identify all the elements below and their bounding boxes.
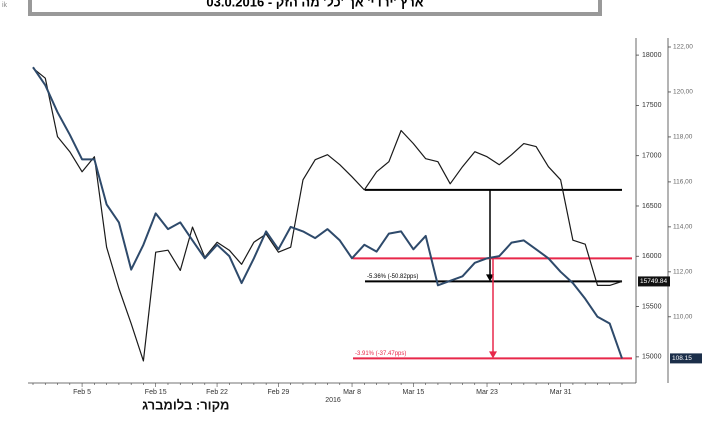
chart-title: ארץ 'ירדי' אך 'כל' מה הזק - 03.0.2016 [206, 0, 423, 9]
x-tick-label: Feb 22 [206, 389, 228, 396]
x-tick-label: Feb 5 [73, 389, 91, 396]
x-tick-label: Feb 29 [268, 389, 290, 396]
y-tick-label: 15500 [642, 303, 662, 310]
y-tick-label: 18000 [642, 52, 662, 59]
source: מקור: בלומברג [142, 397, 229, 412]
y2-tick-label: 114,00 [673, 224, 693, 231]
annotation-label: -5.36% (-50.82pps) [367, 274, 418, 280]
x-tick-label: Mar 15 [402, 389, 424, 396]
x-sublabel: 2016 [325, 397, 341, 404]
x-tick-label: Mar 31 [550, 389, 572, 396]
annotation-label: -3.91% (-37.47pps) [355, 351, 406, 357]
y2-tick-label: 120,00 [673, 89, 693, 96]
corner-text: ik [2, 2, 8, 9]
y-tick-label: 15000 [642, 354, 662, 361]
x-tick-label: Mar 8 [343, 389, 361, 396]
value-label: 108.15 [672, 355, 692, 362]
y2-tick-label: 112,00 [673, 269, 693, 276]
value-label-box [670, 353, 702, 364]
y2-tick-label: 122,00 [673, 44, 693, 51]
y-tick-label: 17500 [642, 102, 662, 109]
y-tick-label: 16500 [642, 203, 662, 210]
arrow-head [489, 351, 497, 359]
y-tick-label: 16000 [642, 253, 662, 260]
x-tick-label: Mar 23 [476, 389, 498, 396]
value-label: 15749.84 [640, 278, 667, 285]
title-box [28, 0, 602, 16]
y2-tick-label: 116,00 [673, 179, 693, 186]
value-label-box [638, 276, 670, 287]
series-line [32, 66, 623, 359]
y2-tick-label: 110,00 [673, 314, 693, 321]
series-line [32, 67, 623, 362]
y2-tick-label: 118,00 [673, 134, 693, 141]
x-tick-label: Feb 15 [145, 389, 167, 396]
arrow-head [486, 274, 494, 282]
y-tick-label: 17000 [642, 153, 662, 160]
